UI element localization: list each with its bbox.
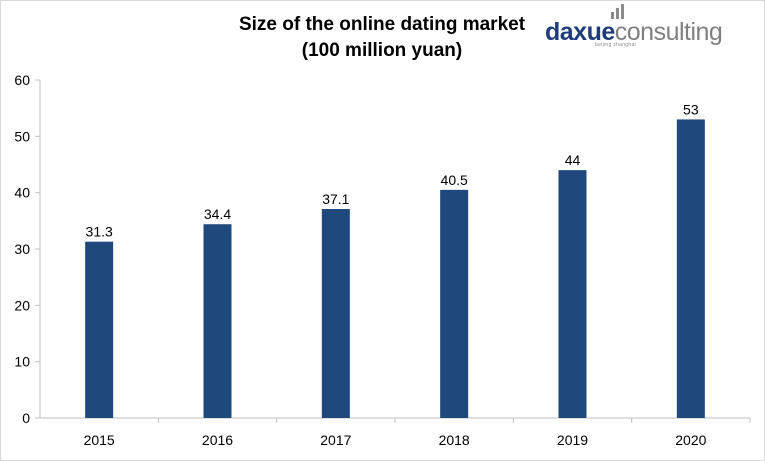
daxue-consulting-logo: daxueconsulting beijing shanghai (545, 4, 745, 48)
data-label-2016: 34.4 (204, 206, 231, 222)
x-tick-label-2016: 2016 (202, 432, 233, 448)
y-tick-label: 60 (14, 72, 30, 88)
x-tick-label-2020: 2020 (675, 432, 706, 448)
y-tick-label: 20 (14, 297, 30, 313)
data-label-2018: 40.5 (441, 172, 468, 188)
bar-2016 (203, 224, 232, 418)
bar-2017 (321, 209, 350, 418)
x-tick-label-2017: 2017 (320, 432, 351, 448)
y-tick-label: 50 (14, 128, 30, 144)
bar-2019 (558, 170, 587, 418)
bar-2015 (85, 241, 114, 418)
data-label-2019: 44 (565, 152, 581, 168)
logo-wordmark: daxueconsulting (545, 18, 723, 46)
data-label-2017: 37.1 (322, 191, 349, 207)
chart-title-line1: Size of the online dating market (238, 14, 526, 35)
y-tick-label: 40 (14, 185, 30, 201)
x-tick-label-2019: 2019 (557, 432, 588, 448)
chart-title: Size of the online dating market (100 mi… (202, 12, 562, 64)
data-label-2015: 31.3 (86, 224, 113, 240)
bar-2020 (676, 119, 705, 418)
bar-2018 (440, 189, 469, 418)
data-label-2020: 53 (683, 101, 699, 117)
logo-tagline: beijing shanghai (595, 42, 636, 48)
y-tick-label: 0 (22, 410, 30, 426)
x-tick-label-2018: 2018 (439, 432, 470, 448)
x-tick-label-2015: 2015 (84, 432, 115, 448)
y-tick-label: 10 (14, 354, 30, 370)
y-tick-label: 30 (14, 241, 30, 257)
logo-part2: consulting (614, 18, 723, 46)
chart-title-line2: (100 million yuan) (301, 40, 463, 61)
logo-part1: daxue (545, 18, 615, 46)
